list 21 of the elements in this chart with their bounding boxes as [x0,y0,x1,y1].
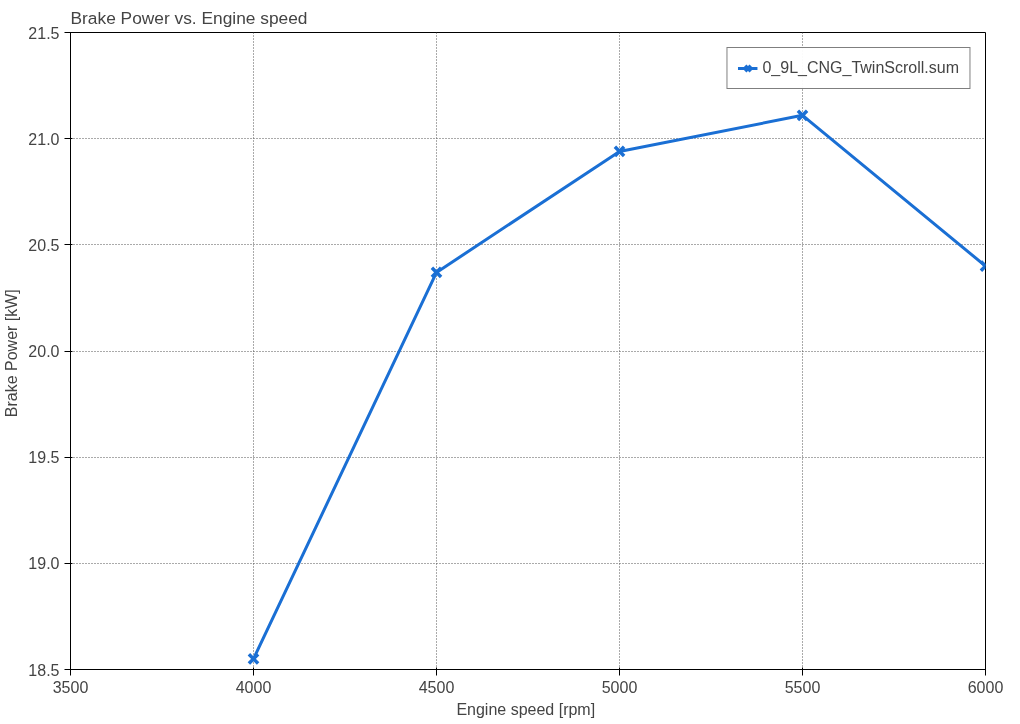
x-tick-label: 4000 [235,678,272,696]
y-axis-title: Brake Power [kW] [3,289,21,418]
x-tick-label: 5500 [784,678,821,696]
x-tick-label: 4500 [418,678,455,696]
x-tick-label: 6000 [967,678,1004,696]
point [796,108,809,122]
y-tick-label: 21.5 [28,24,60,42]
y-tick-label: 18.5 [28,661,60,679]
y-tick-label: 20.5 [28,236,60,254]
x-tick-label: 3500 [52,678,89,696]
y-tick-label: 21.0 [28,130,60,148]
chart-title: Brake Power vs. Engine speed [70,7,308,28]
y-tick-label: 19.0 [28,555,60,573]
y-tick-label: 19.5 [28,449,60,467]
legend-label: 0_9L_CNG_TwinScroll.sum [762,59,959,77]
y-tick-label: 20.0 [28,343,60,360]
point [613,145,626,158]
point [430,266,443,279]
point [247,652,260,666]
x-axis-title: Engine speed [rpm] [456,700,596,718]
x-tick-label: 5000 [601,678,638,696]
